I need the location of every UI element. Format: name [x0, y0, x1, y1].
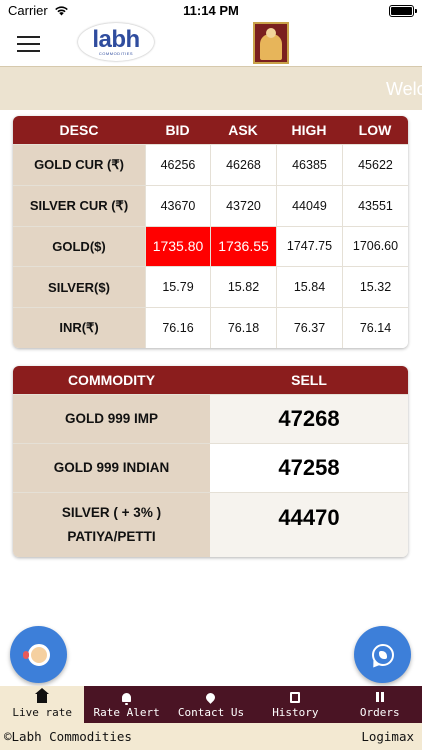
tab-label: History [272, 706, 319, 719]
home-icon [35, 688, 50, 704]
table-row: GOLD CUR (₹) 46256 46268 46385 45622 [13, 144, 408, 185]
low-value: 43551 [342, 185, 408, 226]
logo-text: labh [92, 25, 140, 53]
deity-image [253, 22, 289, 64]
header-low: LOW [358, 122, 392, 138]
commodity-name: GOLD 999 IMP [13, 395, 210, 443]
table-row: GOLD 999 IMP 47268 [13, 394, 408, 443]
header-ask: ASK [228, 122, 258, 138]
table-row: SILVER ( + 3% ) PATIYA/PETTI 44470 [13, 492, 408, 557]
logo-subtext: COMMODITIES [98, 50, 134, 56]
bid-value: 76.16 [145, 308, 210, 348]
header-sell: SELL [291, 372, 327, 388]
marquee-text: Welc [386, 79, 422, 99]
row-desc: SILVER CUR (₹) [13, 185, 145, 226]
support-button[interactable] [10, 626, 67, 683]
table-row: SILVER CUR (₹) 43670 43720 44049 43551 [13, 184, 408, 226]
bid-value: 15.79 [145, 267, 210, 308]
bottom-tab-bar: Live rate Rate Alert Contact Us History … [0, 686, 422, 723]
row-desc: GOLD($) [13, 226, 145, 267]
footer: ©Labh Commodities Logimax [0, 723, 422, 750]
whatsapp-button[interactable] [354, 626, 411, 683]
header-commodity: COMMODITY [67, 372, 156, 388]
tab-contact-us[interactable]: Contact Us [169, 686, 253, 723]
commodity-name: SILVER ( + 3% ) PATIYA/PETTI [13, 493, 210, 557]
low-value: 76.14 [342, 308, 408, 348]
menu-icon[interactable] [17, 36, 40, 52]
ask-value: 15.82 [210, 267, 276, 308]
table-row: GOLD 999 INDIAN 47258 [13, 443, 408, 492]
battery-icon [389, 5, 417, 17]
row-desc: GOLD CUR (₹) [13, 145, 145, 185]
bid-value: 46256 [145, 145, 210, 185]
low-value: 45622 [342, 145, 408, 185]
header-desc: DESC [59, 122, 99, 138]
brand-logo: labh COMMODITIES [78, 23, 154, 61]
row-desc: INR(₹) [13, 308, 145, 348]
commodity-name-line2: PATIYA/PETTI [67, 529, 156, 544]
ask-value: 76.18 [210, 308, 276, 348]
table-row: SILVER($) 15.79 15.82 15.84 15.32 [13, 266, 408, 308]
sell-price: 47268 [210, 395, 408, 443]
support-icon [22, 643, 50, 666]
ask-value: 43720 [210, 185, 276, 226]
bid-value-highlighted: 1735.80 [145, 226, 210, 267]
pause-icon [375, 690, 384, 704]
commodity-name: GOLD 999 INDIAN [13, 444, 210, 492]
rate-table-header: DESC BID ASK HIGH LOW [13, 116, 408, 144]
wifi-icon [54, 6, 68, 16]
high-value: 46385 [276, 145, 342, 185]
high-value: 15.84 [276, 267, 342, 308]
ask-value: 46268 [210, 145, 276, 185]
low-value: 15.32 [342, 267, 408, 308]
tab-label: Contact Us [177, 706, 245, 719]
welcome-marquee: Welc [0, 66, 422, 110]
sell-price: 44470 [210, 493, 408, 557]
tab-live-rate[interactable]: Live rate [0, 686, 85, 723]
footer-copyright: ©Labh Commodities [4, 729, 132, 744]
header-high: HIGH [291, 122, 327, 138]
commodity-name-line1: SILVER ( + 3% ) [61, 505, 162, 520]
bid-value: 43670 [145, 185, 210, 226]
whatsapp-icon [371, 643, 394, 666]
row-desc: SILVER($) [13, 267, 145, 308]
commodity-sell-table: COMMODITY SELL GOLD 999 IMP 47268 GOLD 9… [13, 366, 408, 557]
low-value: 1706.60 [342, 226, 408, 267]
high-value: 44049 [276, 185, 342, 226]
tab-orders[interactable]: Orders [338, 686, 422, 723]
table-row: INR(₹) 76.16 76.18 76.37 76.14 [13, 307, 408, 348]
high-value: 1747.75 [276, 226, 342, 267]
tab-rate-alert[interactable]: Rate Alert [84, 686, 168, 723]
sell-price: 47258 [210, 444, 408, 492]
app-header: labh COMMODITIES [0, 22, 422, 66]
high-value: 76.37 [276, 308, 342, 348]
tab-label: Live rate [12, 706, 72, 719]
carrier-indicator: Carrier [8, 3, 69, 18]
carrier-label: Carrier [8, 3, 48, 18]
tab-label: Orders [359, 706, 400, 719]
commodity-table-header: COMMODITY SELL [13, 366, 408, 394]
location-pin-icon [204, 690, 218, 704]
bell-icon [122, 690, 132, 705]
footer-credit: Logimax [361, 729, 414, 744]
history-icon [290, 690, 301, 704]
clock: 11:14 PM [183, 3, 239, 18]
tab-label: Rate Alert [93, 706, 160, 719]
ask-value-highlighted: 1736.55 [210, 226, 276, 267]
live-rate-table: DESC BID ASK HIGH LOW GOLD CUR (₹) 46256… [13, 116, 408, 348]
header-bid: BID [165, 122, 190, 138]
status-bar: Carrier 11:14 PM [0, 0, 422, 22]
tab-history[interactable]: History [253, 686, 337, 723]
table-row: GOLD($) 1735.80 1736.55 1747.75 1706.60 [13, 225, 408, 267]
